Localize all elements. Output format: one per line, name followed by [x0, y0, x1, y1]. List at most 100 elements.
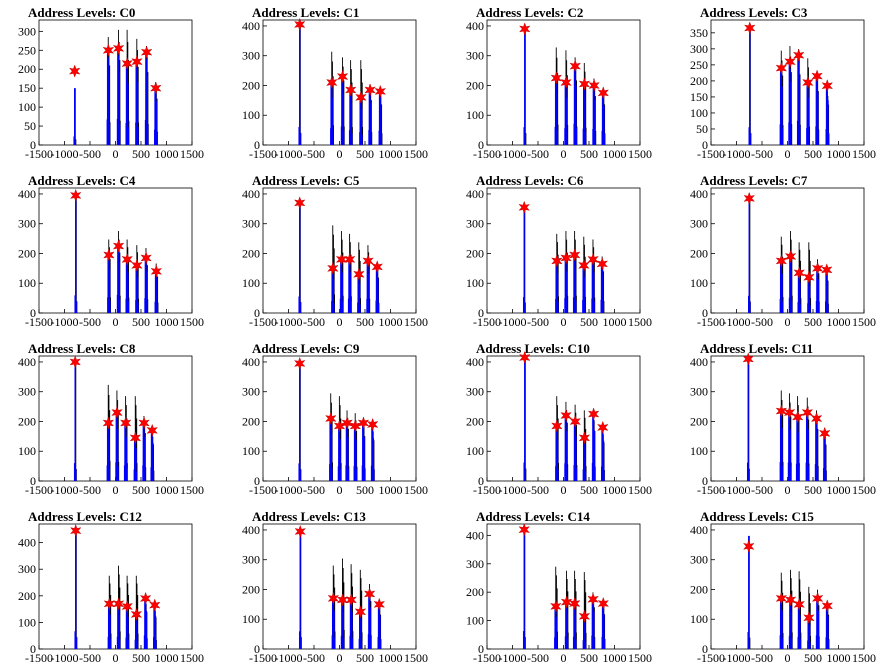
x-tick-label: -500: [79, 651, 101, 665]
x-tick-label: -1500: [697, 315, 725, 329]
x-tick-label: 0: [785, 483, 791, 497]
x-tick-label: 500: [804, 147, 822, 161]
y-tick-label: 400: [466, 187, 484, 201]
histogram-cluster: [123, 396, 128, 481]
histogram-cluster: [337, 396, 342, 481]
histogram-cluster: [797, 571, 802, 649]
y-tick-label: 400: [690, 187, 708, 201]
star-marker: [568, 596, 581, 611]
x-tick-label: 500: [580, 651, 598, 665]
star-marker: [69, 524, 82, 538]
star-marker: [743, 191, 755, 206]
star-marker: [597, 86, 610, 100]
y-tick-label: 0: [254, 474, 260, 488]
y-tick-label: 300: [466, 49, 484, 63]
plot-frame: [38, 523, 193, 650]
star-marker: [119, 416, 132, 430]
star-marker: [146, 423, 158, 438]
star-marker: [802, 75, 814, 90]
star-marker: [293, 356, 306, 371]
histogram-cluster: [348, 60, 353, 145]
star-marker: [775, 404, 788, 418]
histogram-cluster: [523, 357, 527, 481]
x-tick-label: 1500: [404, 315, 428, 329]
y-tick-label: 300: [18, 562, 36, 576]
histogram-cluster: [582, 236, 587, 313]
plot-frame: [486, 355, 641, 482]
y-tick-label: 200: [242, 246, 260, 260]
y-tick-label: 300: [242, 553, 260, 567]
star-marker: [821, 79, 834, 93]
histogram-svg: Address Levels: C15 0 100 200 300 400 -1500-10…: [690, 509, 876, 665]
star-marker: [149, 598, 161, 612]
star-marker: [811, 69, 823, 83]
histogram-cluster: [74, 195, 78, 313]
y-tick-label: 0: [30, 474, 36, 488]
y-tick-label: 200: [18, 589, 36, 603]
x-tick-label: 1000: [379, 651, 403, 665]
x-tick-label: 0: [113, 147, 119, 161]
star-marker: [364, 83, 376, 97]
y-tick-label: 0: [702, 474, 708, 488]
x-tick-label: 1000: [827, 651, 851, 665]
star-marker: [130, 607, 143, 622]
y-tick-label: 200: [242, 78, 260, 92]
star-marker: [783, 405, 796, 420]
y-tick-label: 250: [690, 58, 708, 72]
star-marker: [810, 411, 823, 426]
star-marker: [69, 188, 82, 203]
histogram-cluster: [555, 233, 559, 313]
x-tick-label: -1000: [499, 483, 527, 497]
y-tick-label: 300: [690, 42, 708, 56]
histogram-cluster: [573, 404, 578, 481]
x-tick-label: -500: [751, 147, 773, 161]
histogram-svg: Address Levels: C2 0 100 200 300 400 -1500-100…: [466, 5, 652, 161]
histogram-cluster: [573, 57, 578, 145]
star-marker: [560, 408, 572, 423]
histogram-cluster: [107, 575, 112, 649]
x-tick-label: -500: [79, 483, 101, 497]
histogram-cluster: [73, 361, 77, 481]
histogram-cluster: [339, 231, 344, 313]
histogram-cluster: [591, 412, 596, 481]
x-tick-label: -1000: [51, 651, 79, 665]
x-tick-label: 0: [113, 315, 119, 329]
y-tick-label: 200: [466, 78, 484, 92]
star-marker: [775, 591, 788, 606]
x-tick-label: -500: [527, 147, 549, 161]
star-marker: [784, 249, 797, 264]
star-marker: [811, 261, 824, 275]
x-tick-label: -1000: [51, 483, 79, 497]
star-marker: [366, 417, 379, 432]
plot-frame: [262, 523, 417, 650]
plot-frame: [38, 19, 193, 146]
histogram-svg: Address Levels: C4 0 100 200 300 400 -1500-100…: [18, 173, 204, 329]
x-tick-label: 1000: [827, 483, 851, 497]
x-tick-label: 500: [356, 147, 374, 161]
y-tick-label: 300: [242, 385, 260, 399]
chart-title: Address Levels: C13: [252, 509, 366, 524]
histogram-panel: Address Levels: C1 0 100 200 300 400 -1500 -100…: [224, 0, 448, 168]
star-marker: [560, 595, 573, 609]
histogram-svg: Address Levels: C6 0 100 200 300 400 -1500-100…: [466, 173, 652, 329]
star-marker: [587, 407, 600, 421]
histogram-cluster: [555, 396, 559, 481]
y-tick-label: 100: [466, 614, 484, 628]
histogram-cluster: [144, 46, 149, 145]
y-tick-label: 0: [702, 642, 708, 656]
star-marker: [519, 350, 531, 365]
histogram-cluster: [349, 564, 354, 649]
chart-title: Address Levels: C12: [28, 509, 142, 524]
star-marker: [138, 416, 150, 430]
chart-title: Address Levels: C1: [252, 5, 359, 20]
histogram-svg: Address Levels: C9 0 100 200 300 400 -1500-100…: [242, 341, 428, 497]
histogram-cluster: [815, 71, 820, 145]
x-tick-label: 1500: [180, 483, 204, 497]
x-tick-label: -1500: [249, 483, 277, 497]
y-tick-label: 300: [690, 553, 708, 567]
chart-title: Address Levels: C9: [252, 341, 360, 356]
x-tick-label: 500: [132, 315, 150, 329]
star-marker: [121, 599, 133, 614]
histogram-svg: Address Levels: C14 0 100 200 300 400 -1500-10…: [466, 509, 652, 665]
